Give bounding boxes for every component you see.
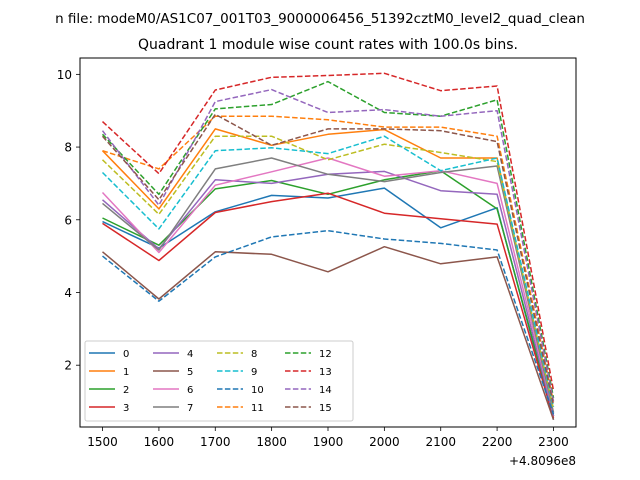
legend-label-12: 12 [319, 349, 332, 360]
x-tick-label: 1700 [200, 435, 231, 449]
y-tick-label: 4 [64, 286, 72, 300]
series-line-3 [102, 192, 555, 419]
legend-label-0: 0 [123, 349, 129, 360]
x-offset-label: +4.8096e8 [509, 454, 576, 468]
chart-title: Quadrant 1 module wise count rates with … [138, 37, 518, 53]
series-line-12 [101, 80, 555, 399]
x-tick-label: 2200 [482, 435, 513, 449]
y-tick-label: 6 [64, 213, 72, 227]
y-tick-label: 2 [64, 359, 72, 373]
legend-label-15: 15 [319, 403, 332, 414]
series-line-8 [101, 135, 555, 409]
y-tick-label: 10 [57, 68, 72, 82]
plot-area [79, 57, 577, 428]
series-line-10 [102, 229, 555, 415]
legend-label-3: 3 [123, 403, 129, 414]
series-line-15 [101, 113, 555, 406]
x-tick-label: 1800 [256, 435, 287, 449]
x-tick-label: 2100 [425, 435, 456, 449]
legend-label-11: 11 [251, 403, 264, 414]
legend-label-2: 2 [123, 385, 129, 396]
legend-label-8: 8 [251, 349, 257, 360]
x-axis: 1500 1600 1700 1800 1900 2000 2100 2200 2300 [87, 427, 569, 449]
y-axis: 2 4 6 8 10 [57, 68, 80, 373]
series-line-6 [101, 157, 555, 413]
legend-label-7: 7 [187, 403, 193, 414]
series-line-13 [101, 72, 555, 391]
legend-label-6: 6 [187, 385, 193, 396]
legend-label-5: 5 [187, 367, 193, 378]
y-tick-label: 8 [64, 141, 72, 155]
legend-label-13: 13 [319, 367, 332, 378]
series-line-0 [102, 187, 555, 420]
legend-label-1: 1 [123, 367, 129, 378]
legend-label-14: 14 [319, 385, 332, 396]
legend-label-10: 10 [251, 385, 264, 396]
x-tick-label: 2000 [369, 435, 400, 449]
figure-suptitle: n file: modeM0/AS1C07_001T03_9000006456_… [55, 11, 585, 27]
x-tick-label: 1900 [313, 435, 344, 449]
x-tick-label: 1600 [144, 435, 175, 449]
series-line-9 [101, 135, 555, 408]
series-line-5 [102, 245, 555, 420]
series-layer [101, 72, 555, 420]
series-line-11 [102, 115, 555, 402]
legend-frame [84, 340, 354, 422]
series-line-7 [102, 157, 555, 413]
x-tick-label: 1500 [87, 435, 118, 449]
legend-label-4: 4 [187, 349, 193, 360]
legend-label-9: 9 [251, 367, 257, 378]
x-tick-label: 2300 [538, 435, 569, 449]
